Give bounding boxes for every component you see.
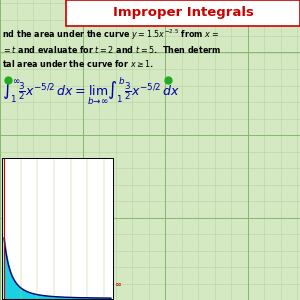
Text: tal area under the curve for $x \geq 1$.: tal area under the curve for $x \geq 1$.	[2, 58, 154, 69]
Text: $= t$ and evaluate for $t = 2$ and $t = 5$.  Then determ: $= t$ and evaluate for $t = 2$ and $t = …	[2, 44, 220, 55]
Text: $\infty$: $\infty$	[115, 280, 122, 289]
Text: Improper Integrals: Improper Integrals	[112, 6, 254, 20]
Text: nd the area under the curve $y = 1.5x^{-2.5}$ from $x =$: nd the area under the curve $y = 1.5x^{-…	[2, 27, 218, 42]
Bar	[66, 0, 300, 26]
Text: $\int_{1}^{\infty}\! \frac{3}{2} x^{-5/2}\, dx = \lim_{b \to \infty} \int_{1}^{b: $\int_{1}^{\infty}\! \frac{3}{2} x^{-5/2…	[2, 76, 179, 107]
